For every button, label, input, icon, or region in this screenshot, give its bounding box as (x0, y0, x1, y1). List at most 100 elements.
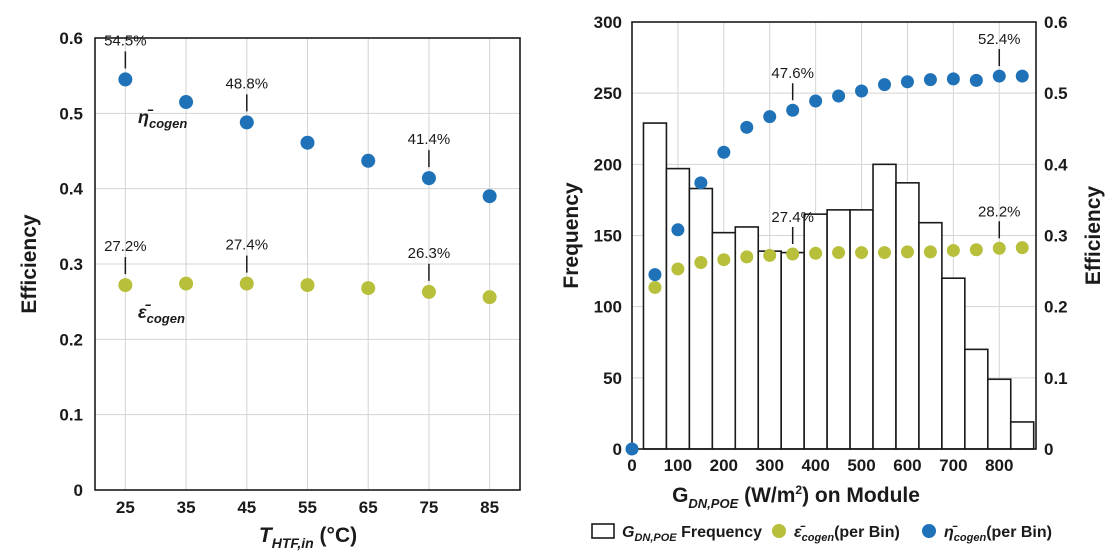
efficiency-vs-temperature-chart: 0 0.1 0.2 0.3 0.4 0.5 0.6 25 35 45 55 65 75 85 Efficie… (18, 29, 521, 551)
eps-cogen-bin-point (992, 241, 1006, 255)
value-annotation: 27.4% (226, 237, 269, 254)
eps-cogen-bin-point (740, 250, 754, 264)
eta-cogen-bin-point (832, 89, 846, 103)
eta-cogen-bin-point (1015, 69, 1029, 83)
y-left-tick-label: 150 (594, 227, 622, 246)
x-tick-label: 75 (419, 498, 438, 517)
x-tick-label: 800 (985, 456, 1013, 475)
eta-cogen-bin-point (648, 268, 662, 282)
x-tick-label: 500 (847, 456, 875, 475)
eps-cogen-bin-point (855, 246, 869, 260)
legend-eta-swatch (922, 524, 936, 538)
eta-cogen-point (239, 115, 254, 130)
eta-cogen-bin-point (694, 176, 708, 190)
x-axis-label: GDN,POE (W/m2) on Module (672, 483, 920, 511)
eta-cogen-point (118, 72, 133, 87)
efficiency-vs-irradiance-chart: 0 50 100 150 200 250 300 0 0.1 0.2 0.3 0.4 0.5 0.6 0 10… (560, 13, 1105, 511)
y-left-tick-label: 100 (594, 298, 622, 317)
x-tick-label: 700 (939, 456, 967, 475)
y-left-tick-label: 300 (594, 13, 622, 32)
eta-cogen-bin-point (717, 145, 731, 159)
eps-cogen-point (118, 278, 133, 293)
eps-cogen-bin-point (763, 248, 777, 262)
eta-cogen-bin-point (878, 78, 891, 92)
x-tick-label: 65 (359, 498, 378, 517)
frequency-bar (941, 277, 966, 450)
legend-eps-swatch (772, 524, 786, 538)
frequency-bar (895, 182, 920, 450)
y-tick-label: 0.6 (59, 29, 83, 48)
eps-cogen-bin-point (671, 262, 685, 276)
frequency-bar (688, 187, 714, 450)
value-annotation: 52.4% (978, 31, 1021, 48)
eta-cogen-point (361, 153, 376, 168)
y-left-tick-label: 250 (594, 84, 622, 103)
eta-cogen-point (482, 189, 497, 204)
value-annotation: 54.5% (104, 32, 147, 49)
y-left-tick-label: 0 (613, 440, 622, 459)
eta-cogen-point (300, 135, 315, 150)
eps-cogen-bin-point (878, 246, 891, 260)
frequency-bar (872, 163, 897, 450)
eta-cogen-bin-point (740, 120, 754, 134)
y-tick-label: 0 (74, 481, 83, 500)
y-right-tick-label: 0.1 (1044, 369, 1068, 388)
eps-cogen-bin-point (809, 246, 823, 260)
value-annotation: 48.8% (226, 75, 269, 92)
frequency-bar (780, 251, 805, 450)
eps-cogen-bin-point (969, 243, 983, 257)
x-tick-label: 300 (756, 456, 784, 475)
x-tick-label: 400 (801, 456, 829, 475)
y-left-tick-label: 50 (603, 369, 622, 388)
legend-entry-label: η̄cogen(per Bin) (944, 524, 1052, 544)
eps-cogen-point (361, 281, 376, 296)
y-tick-label: 0.1 (59, 406, 83, 425)
eps-cogen-bin-point (717, 253, 731, 267)
eps-cogen-point (482, 290, 497, 305)
eta-cogen-bin-point (855, 84, 869, 98)
eps-cogen-bin-point (1015, 241, 1029, 255)
value-annotation: 41.4% (408, 131, 451, 148)
value-annotation: 26.3% (408, 245, 451, 262)
eta-cogen-bin-point (992, 69, 1006, 83)
plot-frame (94, 37, 521, 491)
value-annotation: 28.2% (978, 203, 1021, 220)
x-tick-label: 85 (480, 498, 499, 517)
x-tick-label: 600 (893, 456, 921, 475)
value-annotation: 47.6% (771, 65, 814, 82)
y-right-tick-label: 0.5 (1044, 84, 1068, 103)
eta-cogen-bin-point (809, 94, 823, 108)
eps-cogen-point (179, 276, 194, 291)
frequency-bar (665, 167, 691, 450)
eta-cogen-bin-point (786, 103, 800, 117)
eps-cogen-bin-point (694, 256, 708, 270)
x-tick-label: 0 (627, 456, 636, 475)
eps-cogen-point (300, 278, 315, 293)
y-tick-label: 0.4 (59, 180, 83, 199)
legend: GDN,POE Frequency ε̄cogen(per Bin) η̄cogen… (591, 523, 1052, 544)
eps-cogen-series-label: ε̄cogen (138, 302, 185, 326)
x-axis-label: THTF,in (°C) (259, 524, 357, 551)
eps-cogen-bin-point (900, 245, 914, 259)
y-right-tick-label: 0.2 (1044, 298, 1068, 317)
frequency-bar (826, 209, 851, 450)
y-right-tick-label: 0.3 (1044, 227, 1068, 246)
x-tick-label: 25 (116, 498, 135, 517)
eta-cogen-bin-point (763, 110, 777, 124)
y-left-axis-label: Frequency (560, 182, 583, 289)
y-right-tick-label: 0 (1044, 440, 1053, 459)
y-right-axis-label: Efficiency (1082, 186, 1105, 286)
y-left-tick-label: 200 (594, 155, 622, 174)
eta-cogen-point (421, 171, 436, 186)
y-tick-label: 0.2 (59, 330, 83, 349)
eps-cogen-point (421, 284, 436, 299)
legend-entry-label: GDN,POE Frequency (622, 524, 762, 544)
eps-cogen-point (239, 276, 254, 291)
eta-cogen-bin-point (625, 442, 639, 456)
plot-frame (631, 21, 1037, 450)
eps-cogen-bin-point (946, 243, 960, 257)
value-annotation: 27.4% (771, 209, 814, 226)
legend-entry-label: ε̄cogen(per Bin) (794, 524, 900, 544)
y-tick-label: 0.3 (59, 255, 83, 274)
eta-cogen-bin-point (900, 75, 914, 89)
